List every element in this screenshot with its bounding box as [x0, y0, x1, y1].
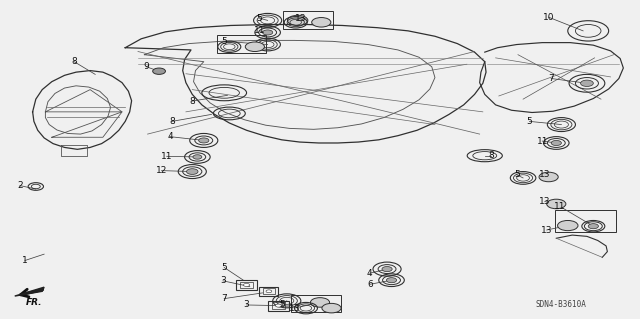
Text: 5: 5 [514, 170, 520, 179]
Circle shape [580, 80, 593, 86]
Circle shape [557, 220, 578, 231]
Text: 5: 5 [257, 14, 262, 23]
Text: 5: 5 [279, 300, 285, 309]
Circle shape [245, 42, 264, 51]
Bar [272, 302, 285, 309]
Circle shape [243, 284, 250, 286]
Text: 3: 3 [220, 276, 226, 285]
Text: 11: 11 [536, 137, 548, 145]
Text: 8: 8 [71, 57, 77, 66]
Circle shape [198, 138, 209, 143]
Text: 11: 11 [253, 26, 265, 35]
Bar [283, 11, 333, 29]
Text: 8: 8 [169, 117, 175, 126]
Bar [240, 282, 253, 288]
Text: SDN4-B3610A: SDN4-B3610A [536, 300, 587, 308]
Circle shape [186, 169, 198, 174]
Bar [236, 280, 257, 290]
Circle shape [322, 303, 341, 313]
Text: 11: 11 [161, 152, 173, 161]
Text: 12: 12 [156, 166, 167, 175]
Text: 13: 13 [539, 197, 550, 206]
Bar [259, 286, 278, 296]
Text: 13: 13 [289, 304, 300, 313]
Circle shape [262, 30, 273, 35]
Text: 4: 4 [367, 269, 372, 278]
Bar [555, 210, 616, 232]
Text: 5: 5 [221, 37, 227, 46]
Circle shape [310, 298, 330, 307]
Bar [268, 300, 289, 311]
Circle shape [153, 68, 166, 74]
Circle shape [193, 155, 202, 159]
Text: 7: 7 [548, 74, 554, 83]
Bar [291, 295, 341, 312]
Text: 5: 5 [221, 263, 227, 272]
Circle shape [387, 278, 397, 283]
Text: 11: 11 [554, 202, 566, 211]
Text: 9: 9 [143, 62, 149, 71]
Text: 13: 13 [541, 226, 552, 234]
Circle shape [551, 140, 561, 145]
Circle shape [382, 267, 392, 271]
Text: 4: 4 [167, 132, 173, 141]
Text: 8: 8 [488, 151, 494, 160]
Text: 2: 2 [17, 181, 22, 190]
Circle shape [588, 224, 598, 229]
Circle shape [312, 18, 331, 27]
Text: 7: 7 [221, 294, 227, 303]
Polygon shape [15, 287, 44, 296]
Text: 6: 6 [367, 280, 372, 289]
Bar [216, 35, 266, 53]
Text: 13: 13 [295, 14, 307, 23]
Circle shape [539, 172, 558, 182]
Text: FR.: FR. [26, 298, 42, 307]
Text: 1: 1 [22, 256, 28, 265]
Text: 13: 13 [539, 170, 550, 179]
Bar [262, 288, 275, 294]
Text: 10: 10 [543, 13, 554, 22]
Circle shape [266, 290, 272, 293]
Circle shape [547, 199, 566, 209]
Text: 5: 5 [527, 117, 532, 126]
Text: 8: 8 [189, 97, 195, 106]
Text: 3: 3 [244, 300, 250, 309]
Circle shape [275, 304, 282, 307]
Circle shape [287, 15, 308, 26]
